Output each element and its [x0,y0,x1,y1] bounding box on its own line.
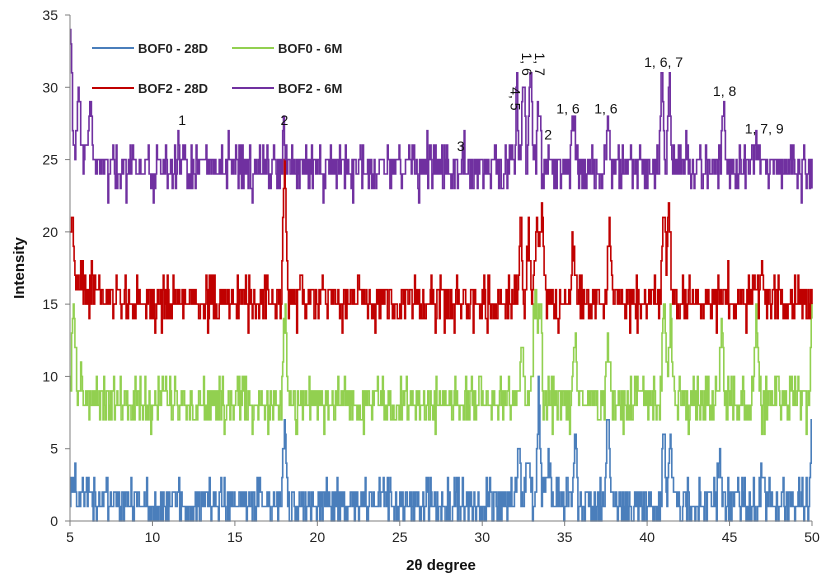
peak-label: 2 [544,126,552,142]
x-tick-label: 25 [392,529,408,545]
series-line [70,288,813,436]
legend-label: BOF0 - 6M [278,41,342,56]
y-tick-label: 25 [42,152,58,168]
y-tick-label: 35 [42,7,58,23]
x-tick-label: 40 [639,529,655,545]
peak-label: 1 [178,112,186,128]
y-tick-label: 15 [42,296,58,312]
peak-label: 1, 6 [519,52,535,76]
plot-area [70,28,813,522]
y-axis-title: Intensity [11,237,28,299]
legend-label: BOF0 - 28D [138,41,208,56]
y-tick-label: 10 [42,368,58,384]
peak-label: 2 [280,112,288,128]
x-tick-label: 20 [310,529,326,545]
peak-label: 1, 7, 9 [745,121,784,137]
y-tick-label: 30 [42,79,58,95]
peak-annotations: 1 234, 51, 61, 721, 6 1, 61, 6, 71, 81, 7,… [178,52,784,153]
peak-label: 1, 7 [532,52,548,76]
series-line [70,28,813,204]
x-tick-label: 50 [804,529,820,545]
y-tick-label: 20 [42,224,58,240]
legend-label: BOF2 - 6M [278,81,342,96]
x-tick-label: 10 [145,529,161,545]
x-tick-label: 45 [722,529,738,545]
axes [69,15,812,522]
x-tick-label: 5 [66,529,74,545]
y-tick-label: 5 [50,441,58,457]
peak-label: 1, 6, 7 [644,54,683,70]
peak-label: 1, 8 [713,83,737,99]
series-line [70,158,813,334]
peak-label: 1, 6 [594,100,618,116]
y-tick-label: 0 [50,513,58,529]
peak-label: 3 [457,138,465,154]
x-axis-title: 2θ degree [406,557,476,574]
legend-label: BOF2 - 28D [138,81,208,96]
x-tick-label: 15 [227,529,243,545]
legend: BOF0 - 28D BOF0 - 6M BOF2 - 28D BOF2 - 6M [92,41,342,96]
x-tick-label: 30 [474,529,490,545]
x-tick-label: 35 [557,529,573,545]
peak-label: 4, 5 [507,87,523,111]
peak-label: 1, 6 [556,100,580,116]
